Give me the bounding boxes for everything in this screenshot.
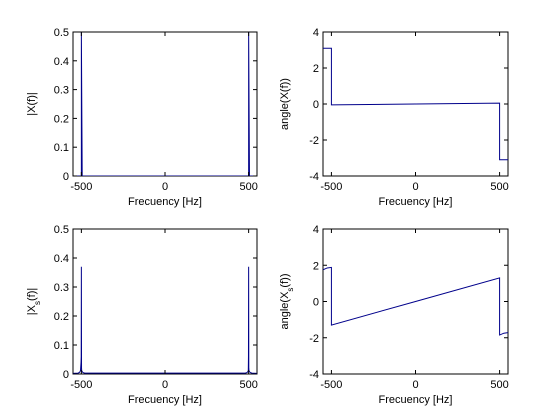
x-tick-label: 0 [162, 181, 168, 193]
y-tick-label: 2 [313, 260, 319, 272]
x-tick-label: 500 [239, 379, 257, 391]
x-tick-label: 0 [412, 379, 418, 391]
y-tick-label: -4 [309, 171, 319, 183]
x-tick-label: -500 [70, 181, 92, 193]
series-line-0 [73, 32, 257, 176]
y-tick-label: 0 [63, 171, 69, 183]
y-tick-label: -2 [309, 333, 319, 345]
y-tick-label: 4 [313, 27, 319, 39]
subplot-angle_x: -500 0 500 -4 -2 0 2 4 Frecuency [Hz] angle(X(f)) [279, 27, 509, 208]
y-tick-label: 0.5 [54, 224, 69, 236]
x-tick-label: -500 [320, 379, 342, 391]
y-tick-label: 4 [313, 224, 319, 236]
y-tick-label: 0.3 [54, 282, 69, 294]
y-tick-label: 0 [313, 99, 319, 111]
subplot-angle_xs: -500 0 500 -4 -2 0 2 4 Frecuency [Hz] angle(Xs(f)… [279, 224, 509, 406]
axes-frame [72, 31, 258, 177]
y-tick-label: 0.1 [54, 340, 69, 352]
y-tick-label: -4 [309, 369, 319, 381]
y-tick-label: 0.2 [54, 311, 69, 323]
y-tick-label: 0 [63, 369, 69, 381]
y-tick-label: 0.1 [54, 142, 69, 154]
y-tick-label: 0.2 [54, 113, 69, 125]
x-axis-label: Frecuency [Hz] [379, 196, 453, 208]
y-axis-label: |Xs(f)| [26, 288, 42, 315]
y-axis-label: |X(f)| [26, 92, 38, 115]
x-tick-label: -500 [320, 181, 342, 193]
y-axis-label: angle(Xs(f)) [279, 274, 295, 330]
y-tick-label: 0.3 [54, 85, 69, 97]
y-tick-label: -2 [309, 135, 319, 147]
x-tick-label: 0 [162, 379, 168, 391]
x-tick-label: 500 [490, 379, 508, 391]
y-tick-label: 2 [313, 63, 319, 75]
x-axis-label: Frecuency [Hz] [379, 394, 453, 406]
x-axis-label: Frecuency [Hz] [128, 196, 202, 208]
y-tick-label: 0.5 [54, 27, 69, 39]
y-tick-label: 0.4 [54, 56, 69, 68]
series-line-0 [323, 266, 508, 336]
x-tick-label: 0 [412, 181, 418, 193]
x-tick-label: 500 [490, 181, 508, 193]
y-axis-label: angle(X(f)) [279, 78, 291, 130]
series-line-0 [323, 47, 508, 161]
x-tick-label: -500 [70, 379, 92, 391]
y-tick-label: 0.4 [54, 253, 69, 265]
y-tick-label: 0 [313, 297, 319, 309]
x-tick-label: 500 [239, 181, 257, 193]
axes-frame [72, 228, 258, 375]
x-axis-label: Frecuency [Hz] [128, 394, 202, 406]
